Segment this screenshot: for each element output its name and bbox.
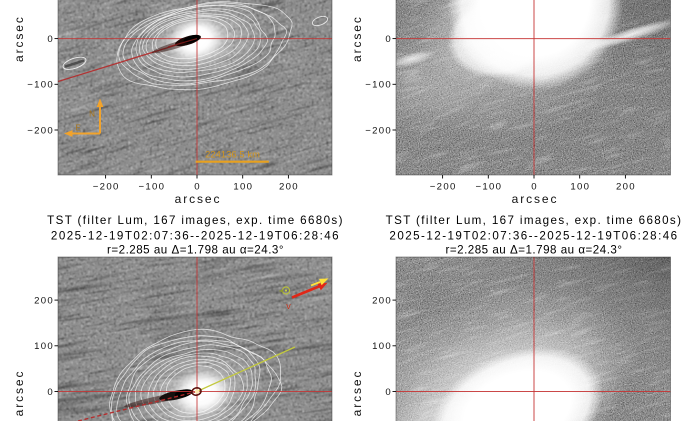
svg-text:arcsec: arcsec xyxy=(350,15,364,62)
svg-text:0: 0 xyxy=(47,387,54,398)
svg-text:arcsec: arcsec xyxy=(12,15,26,62)
svg-text:0: 0 xyxy=(47,34,54,45)
svg-text:arcsec: arcsec xyxy=(175,192,222,206)
svg-text:−200: −200 xyxy=(365,125,392,136)
svg-text:200: 200 xyxy=(34,296,54,307)
svg-text:E: E xyxy=(75,124,80,133)
svg-text:0: 0 xyxy=(531,182,538,193)
svg-text:TST (filter Lum, 167 images, e: TST (filter Lum, 167 images, exp. time 6… xyxy=(386,214,683,227)
svg-text:−100: −100 xyxy=(475,182,502,193)
svg-text:arcsec: arcsec xyxy=(350,370,364,417)
svg-text:−200: −200 xyxy=(430,182,457,193)
svg-text:100: 100 xyxy=(372,341,392,352)
svg-text:r=2.285 au Δ=1.798 au α=24.3°: r=2.285 au Δ=1.798 au α=24.3° xyxy=(107,243,284,256)
svg-text:−100: −100 xyxy=(138,182,165,193)
svg-text:−200: −200 xyxy=(93,182,120,193)
svg-text:v: v xyxy=(286,301,291,311)
svg-text:−200: −200 xyxy=(27,125,54,136)
svg-text:100: 100 xyxy=(34,341,54,352)
svg-text:N: N xyxy=(89,110,95,119)
svg-text:arcsec: arcsec xyxy=(512,192,559,206)
svg-text:−100: −100 xyxy=(365,80,392,91)
svg-text:100: 100 xyxy=(570,182,590,193)
svg-text:0: 0 xyxy=(385,387,392,398)
svg-text:0: 0 xyxy=(385,34,392,45)
svg-text:224136.5 km: 224136.5 km xyxy=(205,150,260,160)
svg-text:2025-12-19T02:07:36--2025-12-1: 2025-12-19T02:07:36--2025-12-19T06:28:46 xyxy=(51,230,340,243)
svg-text:−100: −100 xyxy=(27,80,54,91)
svg-text:200: 200 xyxy=(372,296,392,307)
svg-text:arcsec: arcsec xyxy=(12,370,26,417)
svg-text:100: 100 xyxy=(233,182,253,193)
svg-text:200: 200 xyxy=(279,182,299,193)
svg-text:200: 200 xyxy=(616,182,636,193)
svg-text:0: 0 xyxy=(194,182,201,193)
svg-text:r=2.285 au Δ=1.798 au α=24.3°: r=2.285 au Δ=1.798 au α=24.3° xyxy=(445,243,622,256)
svg-text:TST (filter Lum, 167 images, e: TST (filter Lum, 167 images, exp. time 6… xyxy=(47,214,344,227)
svg-text:2025-12-19T02:07:36--2025-12-1: 2025-12-19T02:07:36--2025-12-19T06:28:46 xyxy=(389,230,678,243)
